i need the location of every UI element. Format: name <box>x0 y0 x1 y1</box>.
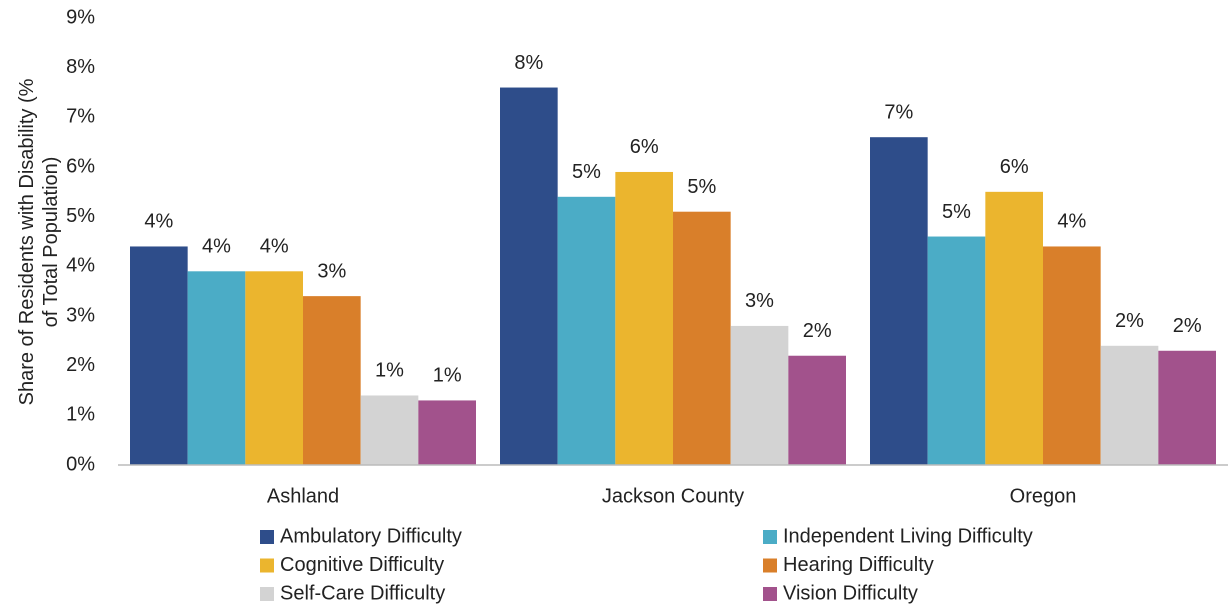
bar <box>418 400 476 465</box>
bar <box>615 171 673 465</box>
value-label: 5% <box>572 161 601 183</box>
x-tick-label: Ashland <box>267 485 339 507</box>
y-tick-label: 9% <box>66 6 95 28</box>
legend-label: Ambulatory Difficulty <box>280 525 462 547</box>
value-label: 1% <box>433 365 462 387</box>
bar <box>500 87 558 466</box>
legend-label: Independent Living Difficulty <box>783 525 1033 547</box>
bar <box>130 246 188 465</box>
y-tick-label: 5% <box>66 205 95 227</box>
legend-swatch <box>763 587 777 601</box>
y-tick-label: 3% <box>66 304 95 326</box>
bar <box>360 395 419 465</box>
bar <box>788 355 846 465</box>
bar <box>245 271 303 465</box>
value-label: 1% <box>375 360 404 382</box>
legend-label: Vision Difficulty <box>783 582 918 604</box>
legend-swatch <box>763 558 777 573</box>
y-tick-label: 4% <box>66 255 95 277</box>
value-label: 2% <box>1173 315 1202 337</box>
value-label: 6% <box>630 136 659 158</box>
x-tick-label: Jackson County <box>602 485 744 507</box>
x-tick-label: Oregon <box>1010 485 1077 507</box>
value-label: 3% <box>745 290 774 312</box>
value-label: 2% <box>803 320 832 342</box>
value-label: 5% <box>942 201 971 223</box>
bar <box>557 196 616 466</box>
value-label: 2% <box>1115 310 1144 332</box>
y-axis-title: Share of Residents with Disability (% of … <box>16 78 62 405</box>
bar <box>1043 246 1101 465</box>
value-label: 4% <box>1057 211 1086 233</box>
value-label: 8% <box>514 52 543 74</box>
legend-label: Cognitive Difficulty <box>280 554 444 576</box>
legend-swatch <box>260 558 274 573</box>
legend-label: Hearing Difficulty <box>783 554 934 576</box>
legend-label: Self-Care Difficulty <box>280 582 445 604</box>
legend-swatch <box>260 530 274 544</box>
y-tick-label: 7% <box>66 106 95 128</box>
value-label: 6% <box>1000 156 1029 178</box>
bar <box>1100 345 1159 465</box>
value-label: 4% <box>260 236 289 258</box>
legend-swatch <box>763 530 777 544</box>
value-label: 4% <box>144 211 173 233</box>
legend-swatch <box>260 587 274 601</box>
bar <box>730 325 789 465</box>
bar <box>673 211 731 465</box>
bar <box>187 271 246 465</box>
bar <box>303 296 361 465</box>
y-tick-label: 1% <box>66 404 95 426</box>
bar <box>985 191 1043 466</box>
value-label: 4% <box>202 236 231 258</box>
y-tick-label: 0% <box>66 453 95 475</box>
bar <box>927 236 986 465</box>
y-tick-label: 6% <box>66 155 95 177</box>
bar <box>1158 350 1216 465</box>
y-tick-label: 2% <box>66 354 95 376</box>
y-tick-label: 8% <box>66 56 95 78</box>
value-label: 5% <box>687 176 716 198</box>
value-label: 3% <box>317 260 346 282</box>
value-label: 7% <box>884 101 913 123</box>
bar <box>870 137 928 465</box>
